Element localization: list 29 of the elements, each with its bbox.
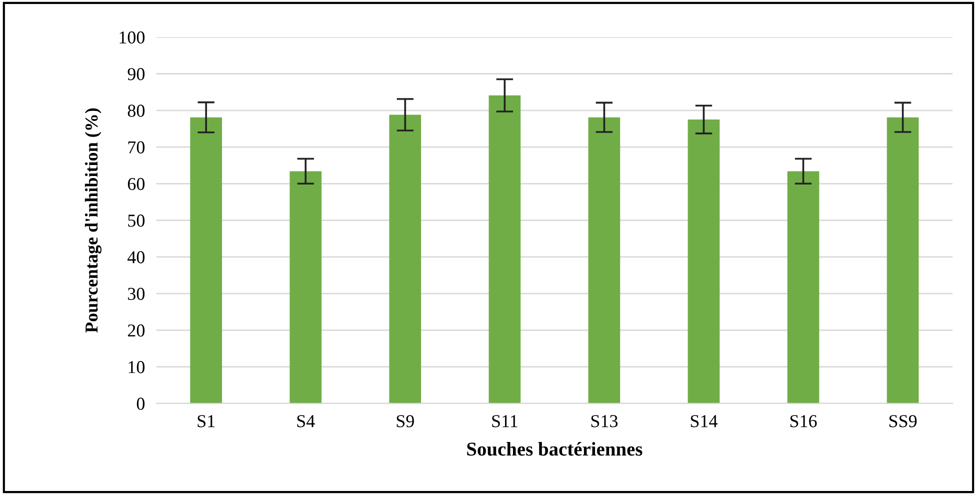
x-tick-label: S11 <box>492 415 518 428</box>
y-tick-label: 40 <box>128 251 145 264</box>
y-axis-title: Pourcentage d'inhibition (%) <box>84 108 102 333</box>
x-tick-label: SS9 <box>889 415 917 428</box>
x-tick-label: S9 <box>396 415 414 428</box>
y-tick-label: 70 <box>128 141 145 154</box>
bar <box>290 171 322 404</box>
y-tick-label: 90 <box>128 68 145 80</box>
y-tick-label: 80 <box>128 104 145 117</box>
x-tick-label: S4 <box>297 415 315 428</box>
x-tick-label: S14 <box>690 415 718 428</box>
y-tick-label: 10 <box>128 361 145 374</box>
x-axis-title: Souches bactériennes <box>467 442 642 456</box>
x-tick-label: S16 <box>790 415 817 428</box>
y-tick-label: 60 <box>128 178 145 190</box>
y-tick-label: 100 <box>120 31 145 44</box>
bar <box>787 171 820 404</box>
x-tick-label: S13 <box>591 415 618 428</box>
y-tick-label: 20 <box>128 324 145 337</box>
bar <box>389 114 422 404</box>
y-tick-label: 0 <box>136 398 145 410</box>
x-tick-label: S1 <box>198 415 215 428</box>
bar <box>588 117 620 404</box>
y-tick-label: 30 <box>128 288 145 300</box>
bar <box>190 117 222 404</box>
bar <box>886 117 919 404</box>
y-tick-label: 50 <box>128 214 145 227</box>
bar <box>688 120 720 404</box>
bar <box>488 95 521 404</box>
